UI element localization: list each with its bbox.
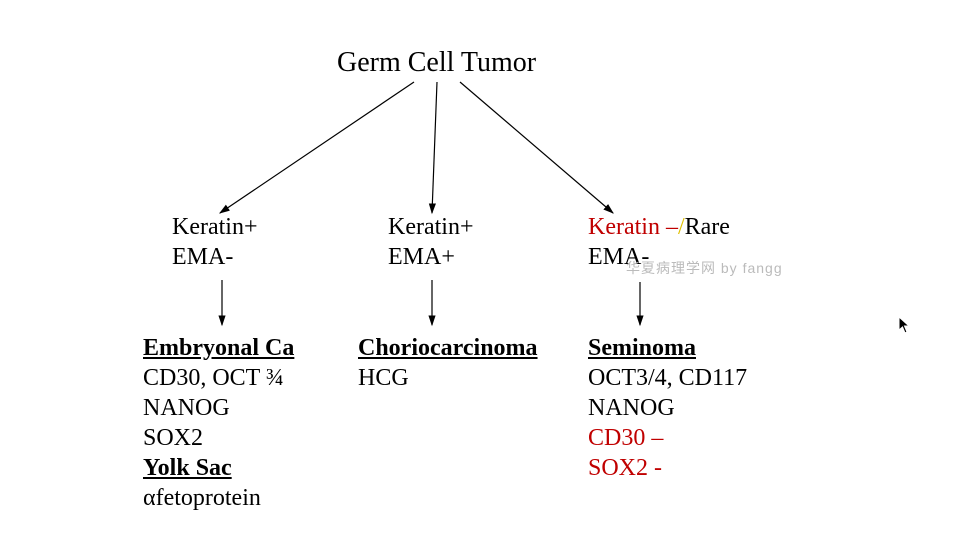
seminoma-marker-3: CD30 – — [588, 423, 747, 453]
seminoma-marker-4: SOX2 - — [588, 453, 747, 483]
right-keratin-red: Keratin – — [588, 214, 678, 240]
right-branch-body: Seminoma OCT3/4, CD117 NANOG CD30 – SOX2… — [588, 333, 747, 483]
middle-keratin: Keratin+ — [388, 212, 474, 242]
middle-branch-header: Keratin+ EMA+ — [388, 212, 474, 272]
embryonal-ca-heading: Embryonal Ca — [143, 333, 294, 363]
middle-ema: EMA+ — [388, 242, 474, 272]
watermark-text: 华夏病理学网 by fangg — [626, 258, 783, 278]
right-keratin-line: Keratin –/Rare — [588, 212, 730, 242]
left-branch-body: Embryonal Ca CD30, OCT ¾ NANOG SOX2 Yolk… — [143, 333, 294, 513]
yolk-sac-marker: αfetoprotein — [143, 483, 294, 513]
right-keratin-slash: / — [678, 214, 685, 240]
left-ema: EMA- — [172, 242, 258, 272]
seminoma-heading: Seminoma — [588, 333, 747, 363]
left-keratin: Keratin+ — [172, 212, 258, 242]
chorio-heading: Choriocarcinoma — [358, 333, 538, 363]
yolk-sac-heading: Yolk Sac — [143, 453, 294, 483]
right-keratin-rare: Rare — [685, 214, 730, 240]
embryonal-marker-3: SOX2 — [143, 423, 294, 453]
chorio-marker: HCG — [358, 363, 538, 393]
embryonal-marker-1: CD30, OCT ¾ — [143, 363, 294, 393]
left-branch-header: Keratin+ EMA- — [172, 212, 258, 272]
seminoma-marker-2: NANOG — [588, 393, 747, 423]
seminoma-marker-1: OCT3/4, CD117 — [588, 363, 747, 393]
root-title: Germ Cell Tumor — [337, 45, 536, 80]
middle-branch-body: Choriocarcinoma HCG — [358, 333, 538, 393]
embryonal-marker-2: NANOG — [143, 393, 294, 423]
